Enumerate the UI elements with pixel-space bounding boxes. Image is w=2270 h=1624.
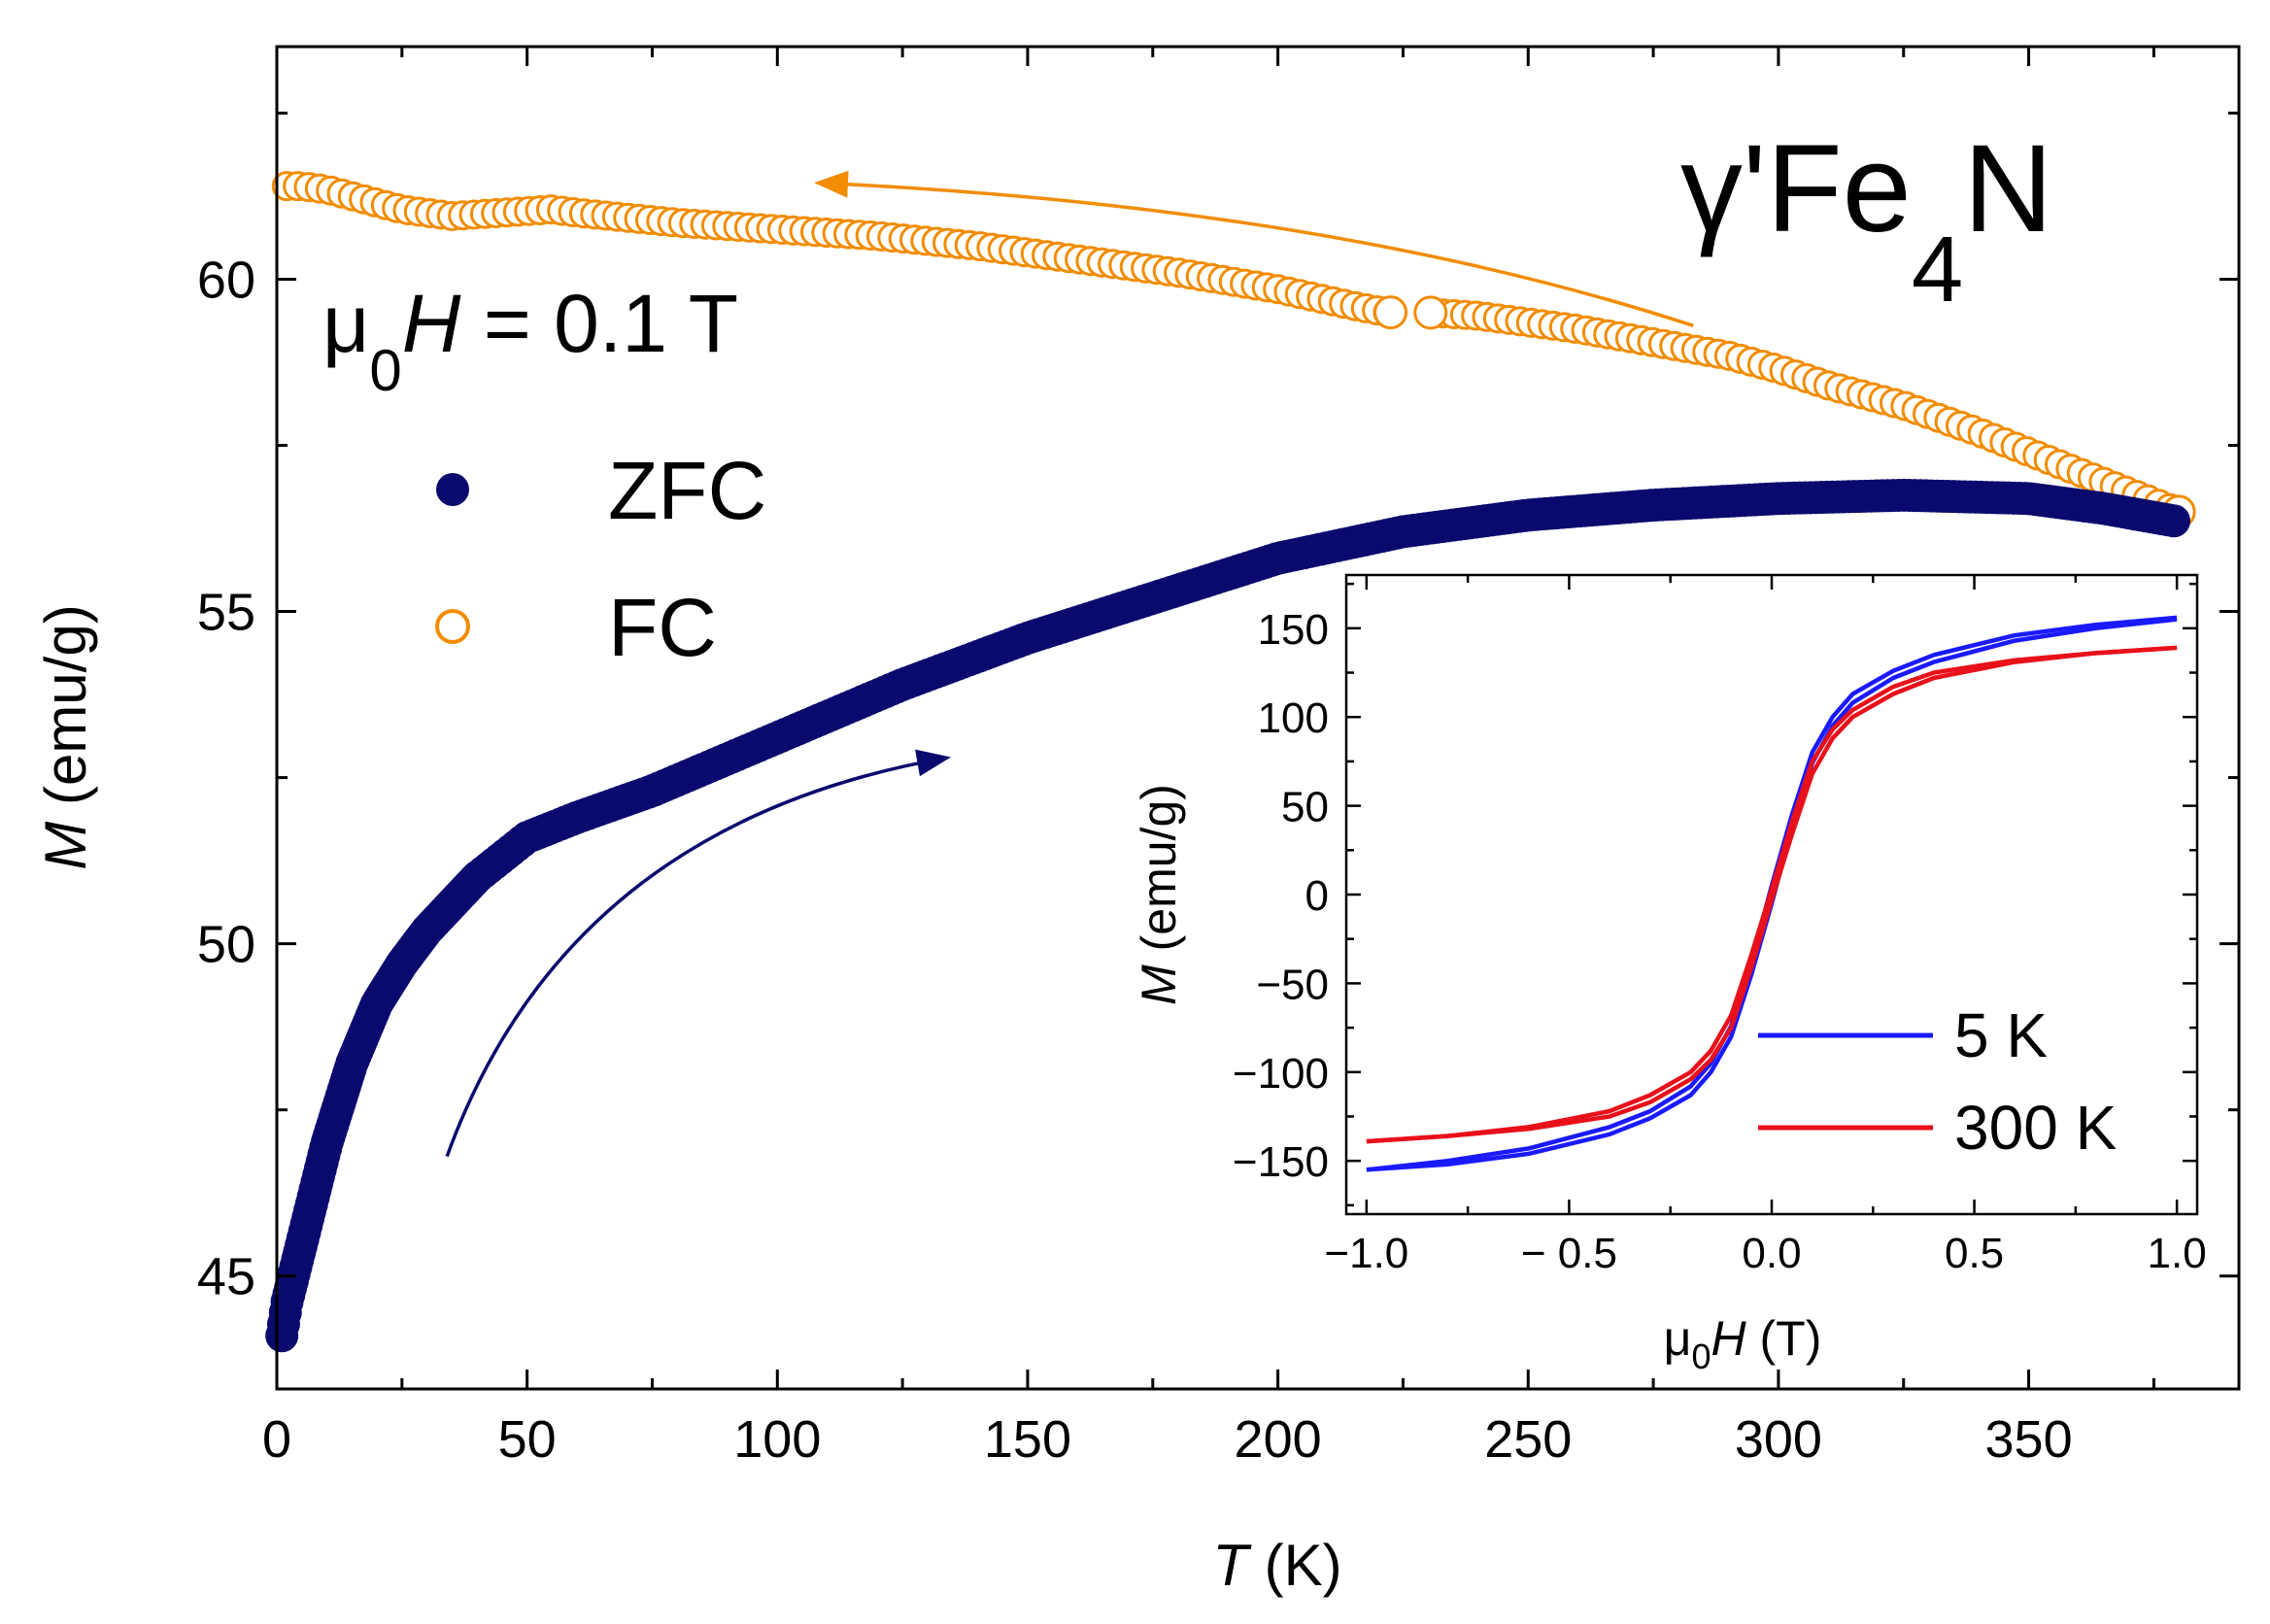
- inset-x-tick-label: 1.0: [2148, 1230, 2207, 1277]
- inset-x-tick-label: − 0.5: [1521, 1230, 1617, 1277]
- inset-y-tick-label: 0: [1305, 872, 1329, 920]
- main-legend: ZFC FC: [435, 445, 766, 673]
- zfc-series: [265, 478, 2191, 1353]
- legend-fc-marker: [435, 609, 470, 644]
- inset-y-tick-label: −150: [1233, 1138, 1329, 1186]
- x-tick-label: 350: [1985, 1410, 2073, 1469]
- inset-line-300k-down: [1366, 645, 2178, 1144]
- inset-x-tick-label: 0.0: [1742, 1230, 1801, 1277]
- inset-y-tick-label: 150: [1258, 606, 1329, 654]
- legend-zfc-marker: [436, 473, 469, 506]
- main-plot-frame: [275, 45, 2241, 1391]
- y-tick-label: 45: [197, 1248, 255, 1306]
- main-y-axis-label: M (emu/g): [33, 604, 98, 869]
- main-axis-ticks: 0 50 100 150 200 250 300 350 45 50 55 60: [197, 47, 2239, 1469]
- zfc-direction-arrow: [445, 749, 951, 1158]
- inset-y-tick-label: −50: [1256, 961, 1329, 1008]
- inset-hysteresis-loops: [1366, 615, 2178, 1172]
- fc-point: [1413, 295, 1448, 330]
- y-tick-label: 60: [197, 251, 255, 309]
- x-tick-label: 0: [262, 1410, 291, 1469]
- inset-y-tick-label: 100: [1258, 694, 1329, 742]
- zfc-point: [2157, 504, 2191, 538]
- fc-direction-arrow: [814, 170, 1694, 328]
- inset-x-tick-label: 0.5: [1945, 1230, 2004, 1277]
- y-tick-label: 55: [197, 584, 255, 642]
- inset-x-tick-label: −1.0: [1324, 1230, 1408, 1277]
- inset-legend-label: 300 K: [1954, 1093, 2117, 1163]
- inset-legend-label: 5 K: [1954, 1000, 2048, 1070]
- inset-line-300k-up: [1366, 645, 2178, 1144]
- x-tick-label: 200: [1235, 1410, 1322, 1469]
- inset-legend: 5 K 300 K: [1758, 1000, 2117, 1163]
- x-tick-label: 250: [1484, 1410, 1572, 1469]
- x-tick-label: 300: [1735, 1410, 1822, 1469]
- y-tick-label: 50: [197, 916, 255, 974]
- field-annotation: μ0H = 0.1 T: [322, 278, 738, 403]
- fc-series: [271, 171, 2196, 529]
- chart-title: γ'Fe4N: [1680, 119, 2053, 321]
- inset-axis-ticks: −1.0 − 0.5 0.0 0.5 1.0 150 100 50 0 −50 −100 −150: [1233, 575, 2207, 1277]
- fc-point: [1373, 295, 1408, 330]
- x-tick-label: 50: [498, 1410, 557, 1469]
- legend-fc-label: FC: [608, 582, 717, 673]
- inset-y-tick-label: −100: [1233, 1050, 1329, 1098]
- x-tick-label: 100: [733, 1410, 821, 1469]
- legend-zfc-label: ZFC: [608, 445, 766, 536]
- x-tick-label: 150: [984, 1410, 1071, 1469]
- direction-arrows: [445, 170, 1694, 1158]
- inset-y-tick-label: 50: [1281, 784, 1329, 831]
- main-x-axis-label: T (K): [1212, 1533, 1341, 1598]
- inset-x-axis-label: μ0H (T): [1664, 1311, 1822, 1376]
- inset-y-axis-label: M (emu/g): [1132, 784, 1186, 1005]
